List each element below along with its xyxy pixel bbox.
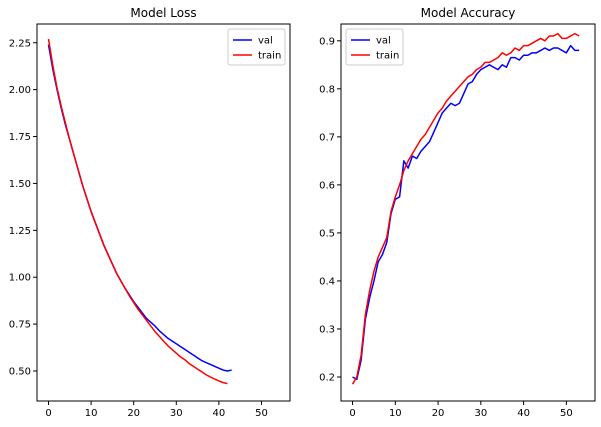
accuracy-y-tick-label: 0.2 (319, 372, 335, 383)
loss-x-tick-label: 30 (170, 408, 183, 419)
accuracy-chart: Model Accuracy 0 10 20 30 40 50 0.2 0.3 0.4 0.5 0.6… (319, 6, 596, 419)
accuracy-y-tick-label: 0.3 (319, 324, 335, 335)
accuracy-legend: val train (345, 28, 404, 66)
accuracy-series-val-line (352, 44, 580, 381)
accuracy-legend-box (345, 28, 404, 66)
accuracy-chart-title: Model Accuracy (421, 6, 516, 20)
loss-y-tick-label: 1.75 (9, 132, 31, 143)
accuracy-x-tick-label: 20 (432, 408, 445, 419)
loss-x-tick-label: 0 (45, 408, 51, 419)
loss-x-tick-label: 40 (213, 408, 226, 419)
loss-y-tick-label: 1.50 (9, 179, 31, 190)
loss-plot-area (36, 23, 291, 402)
accuracy-legend-label-val: val (376, 36, 391, 47)
loss-chart: Model Loss 0 10 20 30 40 50 0.50 0.75 1.00 1.25 1.5… (9, 6, 291, 419)
loss-legend-label-train: train (258, 51, 281, 62)
accuracy-plot-area (340, 23, 596, 402)
accuracy-y-tick-label: 0.9 (319, 36, 335, 47)
loss-series-val-line (47, 44, 232, 372)
loss-x-tick-label: 50 (255, 408, 268, 419)
accuracy-y-tick-label: 0.6 (319, 180, 335, 191)
accuracy-legend-label-train: train (376, 51, 399, 62)
loss-x-tick-label: 20 (127, 408, 140, 419)
accuracy-y-tick-label: 0.7 (319, 132, 335, 143)
loss-legend-label-val: val (258, 36, 273, 47)
accuracy-x-tick-label: 0 (349, 408, 355, 419)
loss-legend: val train (227, 28, 286, 66)
loss-y-tick-label: 2.00 (9, 85, 31, 96)
accuracy-y-tick-label: 0.5 (319, 228, 335, 239)
loss-chart-title: Model Loss (130, 6, 196, 20)
loss-legend-box (227, 28, 286, 66)
accuracy-x-tick-label: 30 (474, 408, 487, 419)
loss-series-train-line (47, 38, 228, 385)
loss-y-tick-label: 1.00 (9, 273, 31, 284)
loss-x-tick-label: 10 (85, 408, 98, 419)
accuracy-x-tick-label: 50 (560, 408, 573, 419)
loss-y-tick-label: 0.75 (9, 320, 31, 331)
accuracy-x-tick-label: 10 (389, 408, 402, 419)
accuracy-x-tick-label: 40 (517, 408, 530, 419)
loss-y-tick-label: 0.50 (9, 366, 31, 377)
loss-y-tick-label: 2.25 (9, 38, 31, 49)
loss-y-tick-label: 1.25 (9, 226, 31, 237)
accuracy-y-tick-label: 0.4 (319, 276, 335, 287)
accuracy-y-tick-label: 0.8 (319, 84, 335, 95)
accuracy-series-train-line (351, 32, 580, 385)
